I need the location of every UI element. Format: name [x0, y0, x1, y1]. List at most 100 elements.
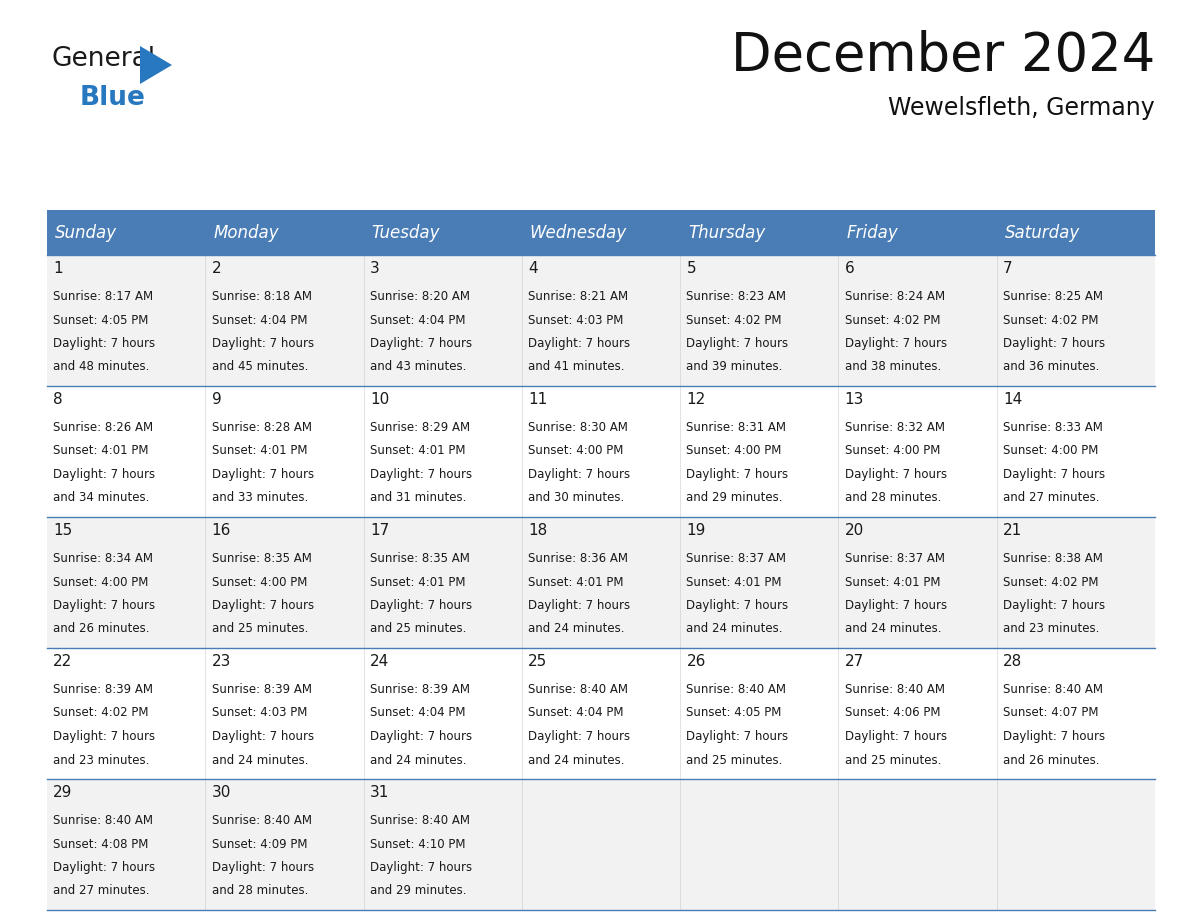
Text: Sunrise: 8:21 AM: Sunrise: 8:21 AM: [529, 290, 628, 303]
Text: 5: 5: [687, 261, 696, 276]
Text: 4: 4: [529, 261, 538, 276]
Text: Sunset: 4:08 PM: Sunset: 4:08 PM: [53, 837, 148, 850]
Text: 23: 23: [211, 654, 230, 669]
Bar: [839, 255, 997, 386]
Text: and 25 minutes.: and 25 minutes.: [687, 754, 783, 767]
Text: Sunrise: 8:40 AM: Sunrise: 8:40 AM: [845, 683, 944, 696]
Text: Daylight: 7 hours: Daylight: 7 hours: [53, 861, 156, 874]
Text: Sunrise: 8:23 AM: Sunrise: 8:23 AM: [687, 290, 786, 303]
Text: Sunset: 4:00 PM: Sunset: 4:00 PM: [1003, 444, 1099, 457]
Bar: [522, 386, 681, 517]
Text: Sunrise: 8:34 AM: Sunrise: 8:34 AM: [53, 552, 153, 565]
Bar: [997, 210, 1155, 255]
Text: Daylight: 7 hours: Daylight: 7 hours: [687, 468, 789, 481]
Text: Daylight: 7 hours: Daylight: 7 hours: [687, 599, 789, 612]
Text: Sunset: 4:03 PM: Sunset: 4:03 PM: [529, 314, 624, 327]
Bar: [997, 386, 1155, 517]
Bar: [206, 255, 364, 386]
Text: Daylight: 7 hours: Daylight: 7 hours: [211, 730, 314, 743]
Text: Sunset: 4:02 PM: Sunset: 4:02 PM: [1003, 314, 1099, 327]
Bar: [681, 210, 839, 255]
Text: 20: 20: [845, 523, 864, 538]
Text: and 24 minutes.: and 24 minutes.: [211, 754, 308, 767]
Text: Sunrise: 8:39 AM: Sunrise: 8:39 AM: [369, 683, 470, 696]
Text: Sunrise: 8:26 AM: Sunrise: 8:26 AM: [53, 421, 153, 434]
Text: and 29 minutes.: and 29 minutes.: [687, 491, 783, 505]
Text: 12: 12: [687, 392, 706, 407]
Text: and 24 minutes.: and 24 minutes.: [845, 622, 941, 635]
Text: and 25 minutes.: and 25 minutes.: [369, 622, 466, 635]
Bar: [206, 210, 364, 255]
Text: Sunrise: 8:28 AM: Sunrise: 8:28 AM: [211, 421, 311, 434]
Text: and 45 minutes.: and 45 minutes.: [211, 361, 308, 374]
Text: Sunrise: 8:40 AM: Sunrise: 8:40 AM: [53, 814, 153, 827]
Text: Sunrise: 8:39 AM: Sunrise: 8:39 AM: [53, 683, 153, 696]
Text: and 26 minutes.: and 26 minutes.: [1003, 754, 1100, 767]
Text: Daylight: 7 hours: Daylight: 7 hours: [1003, 599, 1105, 612]
Text: Blue: Blue: [80, 85, 146, 111]
Text: 18: 18: [529, 523, 548, 538]
Text: Daylight: 7 hours: Daylight: 7 hours: [845, 337, 947, 350]
Bar: [997, 255, 1155, 386]
Bar: [48, 386, 206, 517]
Text: Sunrise: 8:29 AM: Sunrise: 8:29 AM: [369, 421, 470, 434]
Text: 19: 19: [687, 523, 706, 538]
Text: Monday: Monday: [213, 223, 279, 241]
Text: 25: 25: [529, 654, 548, 669]
Text: Sunset: 4:04 PM: Sunset: 4:04 PM: [369, 314, 466, 327]
Bar: [839, 210, 997, 255]
Text: Daylight: 7 hours: Daylight: 7 hours: [53, 599, 156, 612]
Text: and 24 minutes.: and 24 minutes.: [529, 622, 625, 635]
Bar: [839, 648, 997, 779]
Text: Sunrise: 8:18 AM: Sunrise: 8:18 AM: [211, 290, 311, 303]
Text: 16: 16: [211, 523, 230, 538]
Text: Sunrise: 8:20 AM: Sunrise: 8:20 AM: [369, 290, 470, 303]
Bar: [48, 648, 206, 779]
Text: Sunset: 4:04 PM: Sunset: 4:04 PM: [369, 707, 466, 720]
Text: Daylight: 7 hours: Daylight: 7 hours: [687, 337, 789, 350]
Text: Daylight: 7 hours: Daylight: 7 hours: [529, 337, 631, 350]
Text: Daylight: 7 hours: Daylight: 7 hours: [369, 468, 472, 481]
Text: Daylight: 7 hours: Daylight: 7 hours: [369, 861, 472, 874]
Text: Sunset: 4:00 PM: Sunset: 4:00 PM: [529, 444, 624, 457]
Text: Sunset: 4:00 PM: Sunset: 4:00 PM: [211, 576, 307, 588]
Text: Daylight: 7 hours: Daylight: 7 hours: [369, 730, 472, 743]
Text: December 2024: December 2024: [731, 30, 1155, 82]
Text: Saturday: Saturday: [1005, 223, 1080, 241]
Bar: [997, 648, 1155, 779]
Text: Sunrise: 8:35 AM: Sunrise: 8:35 AM: [369, 552, 469, 565]
Bar: [364, 255, 522, 386]
Text: Sunset: 4:04 PM: Sunset: 4:04 PM: [211, 314, 308, 327]
Text: and 25 minutes.: and 25 minutes.: [845, 754, 941, 767]
Text: and 23 minutes.: and 23 minutes.: [53, 754, 150, 767]
Text: Sunset: 4:10 PM: Sunset: 4:10 PM: [369, 837, 466, 850]
Text: Sunset: 4:02 PM: Sunset: 4:02 PM: [687, 314, 782, 327]
Bar: [522, 210, 681, 255]
Text: 21: 21: [1003, 523, 1023, 538]
Text: 13: 13: [845, 392, 864, 407]
Text: Sunrise: 8:32 AM: Sunrise: 8:32 AM: [845, 421, 944, 434]
Text: General: General: [52, 46, 156, 72]
Text: Daylight: 7 hours: Daylight: 7 hours: [211, 468, 314, 481]
Text: 10: 10: [369, 392, 390, 407]
Text: and 31 minutes.: and 31 minutes.: [369, 491, 466, 505]
Text: 11: 11: [529, 392, 548, 407]
Text: and 39 minutes.: and 39 minutes.: [687, 361, 783, 374]
Text: Sunset: 4:02 PM: Sunset: 4:02 PM: [845, 314, 940, 327]
Text: Sunrise: 8:37 AM: Sunrise: 8:37 AM: [845, 552, 944, 565]
Text: Sunset: 4:04 PM: Sunset: 4:04 PM: [529, 707, 624, 720]
Text: 8: 8: [53, 392, 63, 407]
Text: Sunset: 4:01 PM: Sunset: 4:01 PM: [529, 576, 624, 588]
Text: Sunset: 4:09 PM: Sunset: 4:09 PM: [211, 837, 308, 850]
Bar: [997, 779, 1155, 910]
Bar: [364, 648, 522, 779]
Text: Sunrise: 8:17 AM: Sunrise: 8:17 AM: [53, 290, 153, 303]
Text: Wewelsfleth, Germany: Wewelsfleth, Germany: [889, 96, 1155, 120]
Text: and 36 minutes.: and 36 minutes.: [1003, 361, 1099, 374]
Text: and 43 minutes.: and 43 minutes.: [369, 361, 466, 374]
Text: and 28 minutes.: and 28 minutes.: [845, 491, 941, 505]
Text: 26: 26: [687, 654, 706, 669]
Text: Sunset: 4:00 PM: Sunset: 4:00 PM: [845, 444, 940, 457]
Text: Sunset: 4:01 PM: Sunset: 4:01 PM: [687, 576, 782, 588]
Text: and 23 minutes.: and 23 minutes.: [1003, 622, 1099, 635]
